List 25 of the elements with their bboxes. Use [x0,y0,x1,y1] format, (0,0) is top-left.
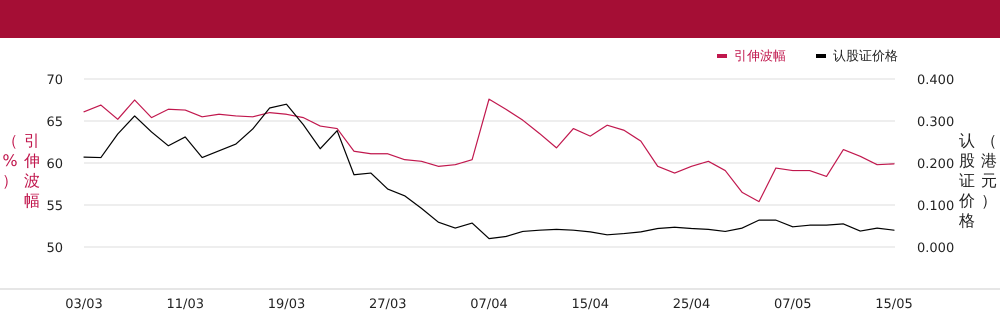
y-tick-label: 70 [46,73,63,88]
y2-tick-label: 0.000 [917,241,954,256]
y2-tick-label: 0.300 [917,115,954,130]
x-tick-label: 25/04 [672,297,710,312]
y-tick-label: 50 [46,241,63,256]
x-tick-label: 07/04 [470,297,508,312]
x-tick-label: 15/04 [572,297,609,312]
x-tick-label: 03/03 [65,297,103,312]
legend-label: 认股证价格 [833,49,898,64]
y2-tick-label: 0.100 [917,199,954,214]
x-tick-label: 07/05 [774,297,812,312]
line-series [83,104,895,240]
y-tick-label: 60 [46,157,63,172]
x-tick-label: 19/03 [268,297,306,312]
x-tick-label: 11/03 [166,297,204,312]
legend-label: 引伸波幅 [734,49,786,64]
y-axis-title: 引伸波幅（%） [2,131,40,211]
y-tick-label: 65 [46,115,63,130]
x-tick-label: 27/03 [369,297,406,312]
line-series [83,98,895,202]
y2-tick-label: 0.400 [917,73,954,88]
y2-axis-title: 认股证价格（港元） [959,131,997,231]
y2-tick-label: 0.200 [917,157,954,172]
y-tick-label: 55 [46,199,63,214]
x-tick-label: 15/05 [875,297,913,312]
